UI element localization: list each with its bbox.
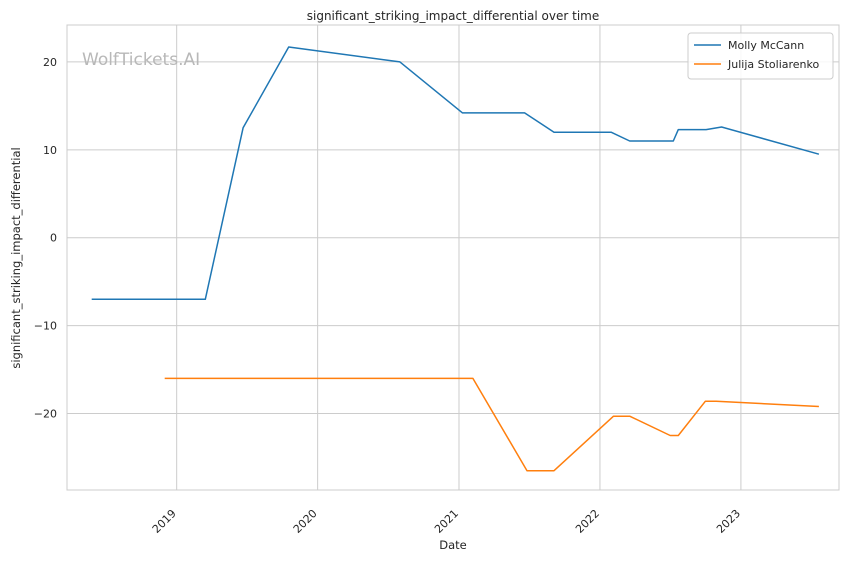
y-tick-label: 10 bbox=[43, 144, 57, 157]
x-tick-label: 2022 bbox=[573, 507, 602, 536]
series-line-1 bbox=[91, 46, 820, 301]
grid-lines bbox=[67, 25, 839, 490]
x-tick-label: 2020 bbox=[291, 507, 320, 536]
x-tick-label: 2021 bbox=[432, 507, 461, 536]
series-line-2 bbox=[164, 377, 819, 472]
y-tick-label: 0 bbox=[50, 232, 57, 245]
x-axis-title: Date bbox=[439, 538, 467, 552]
x-axis-ticks: 2019 2020 2021 2022 2023 bbox=[150, 507, 743, 536]
legend-box bbox=[687, 32, 834, 80]
y-tick-label: −20 bbox=[34, 408, 57, 421]
y-axis-title: significant_striking_impact_differential bbox=[9, 147, 23, 368]
y-tick-label: 20 bbox=[43, 56, 57, 69]
legend-label-2: Julija Stoliarenko bbox=[727, 58, 819, 71]
series-layer bbox=[91, 46, 820, 472]
legend-label-1: Molly McCann bbox=[728, 39, 804, 52]
y-tick-label: −10 bbox=[34, 320, 57, 333]
x-tick-label: 2023 bbox=[714, 507, 743, 536]
legend: Molly McCann Julija Stoliarenko bbox=[687, 32, 834, 80]
chart-title: significant_striking_impact_differential… bbox=[307, 9, 599, 23]
x-tick-label: 2019 bbox=[150, 507, 179, 536]
y-axis-ticks: −20 −10 0 10 20 bbox=[34, 56, 57, 421]
watermark: WolfTickets.AI bbox=[82, 50, 200, 70]
plot-frame bbox=[66, 24, 840, 491]
